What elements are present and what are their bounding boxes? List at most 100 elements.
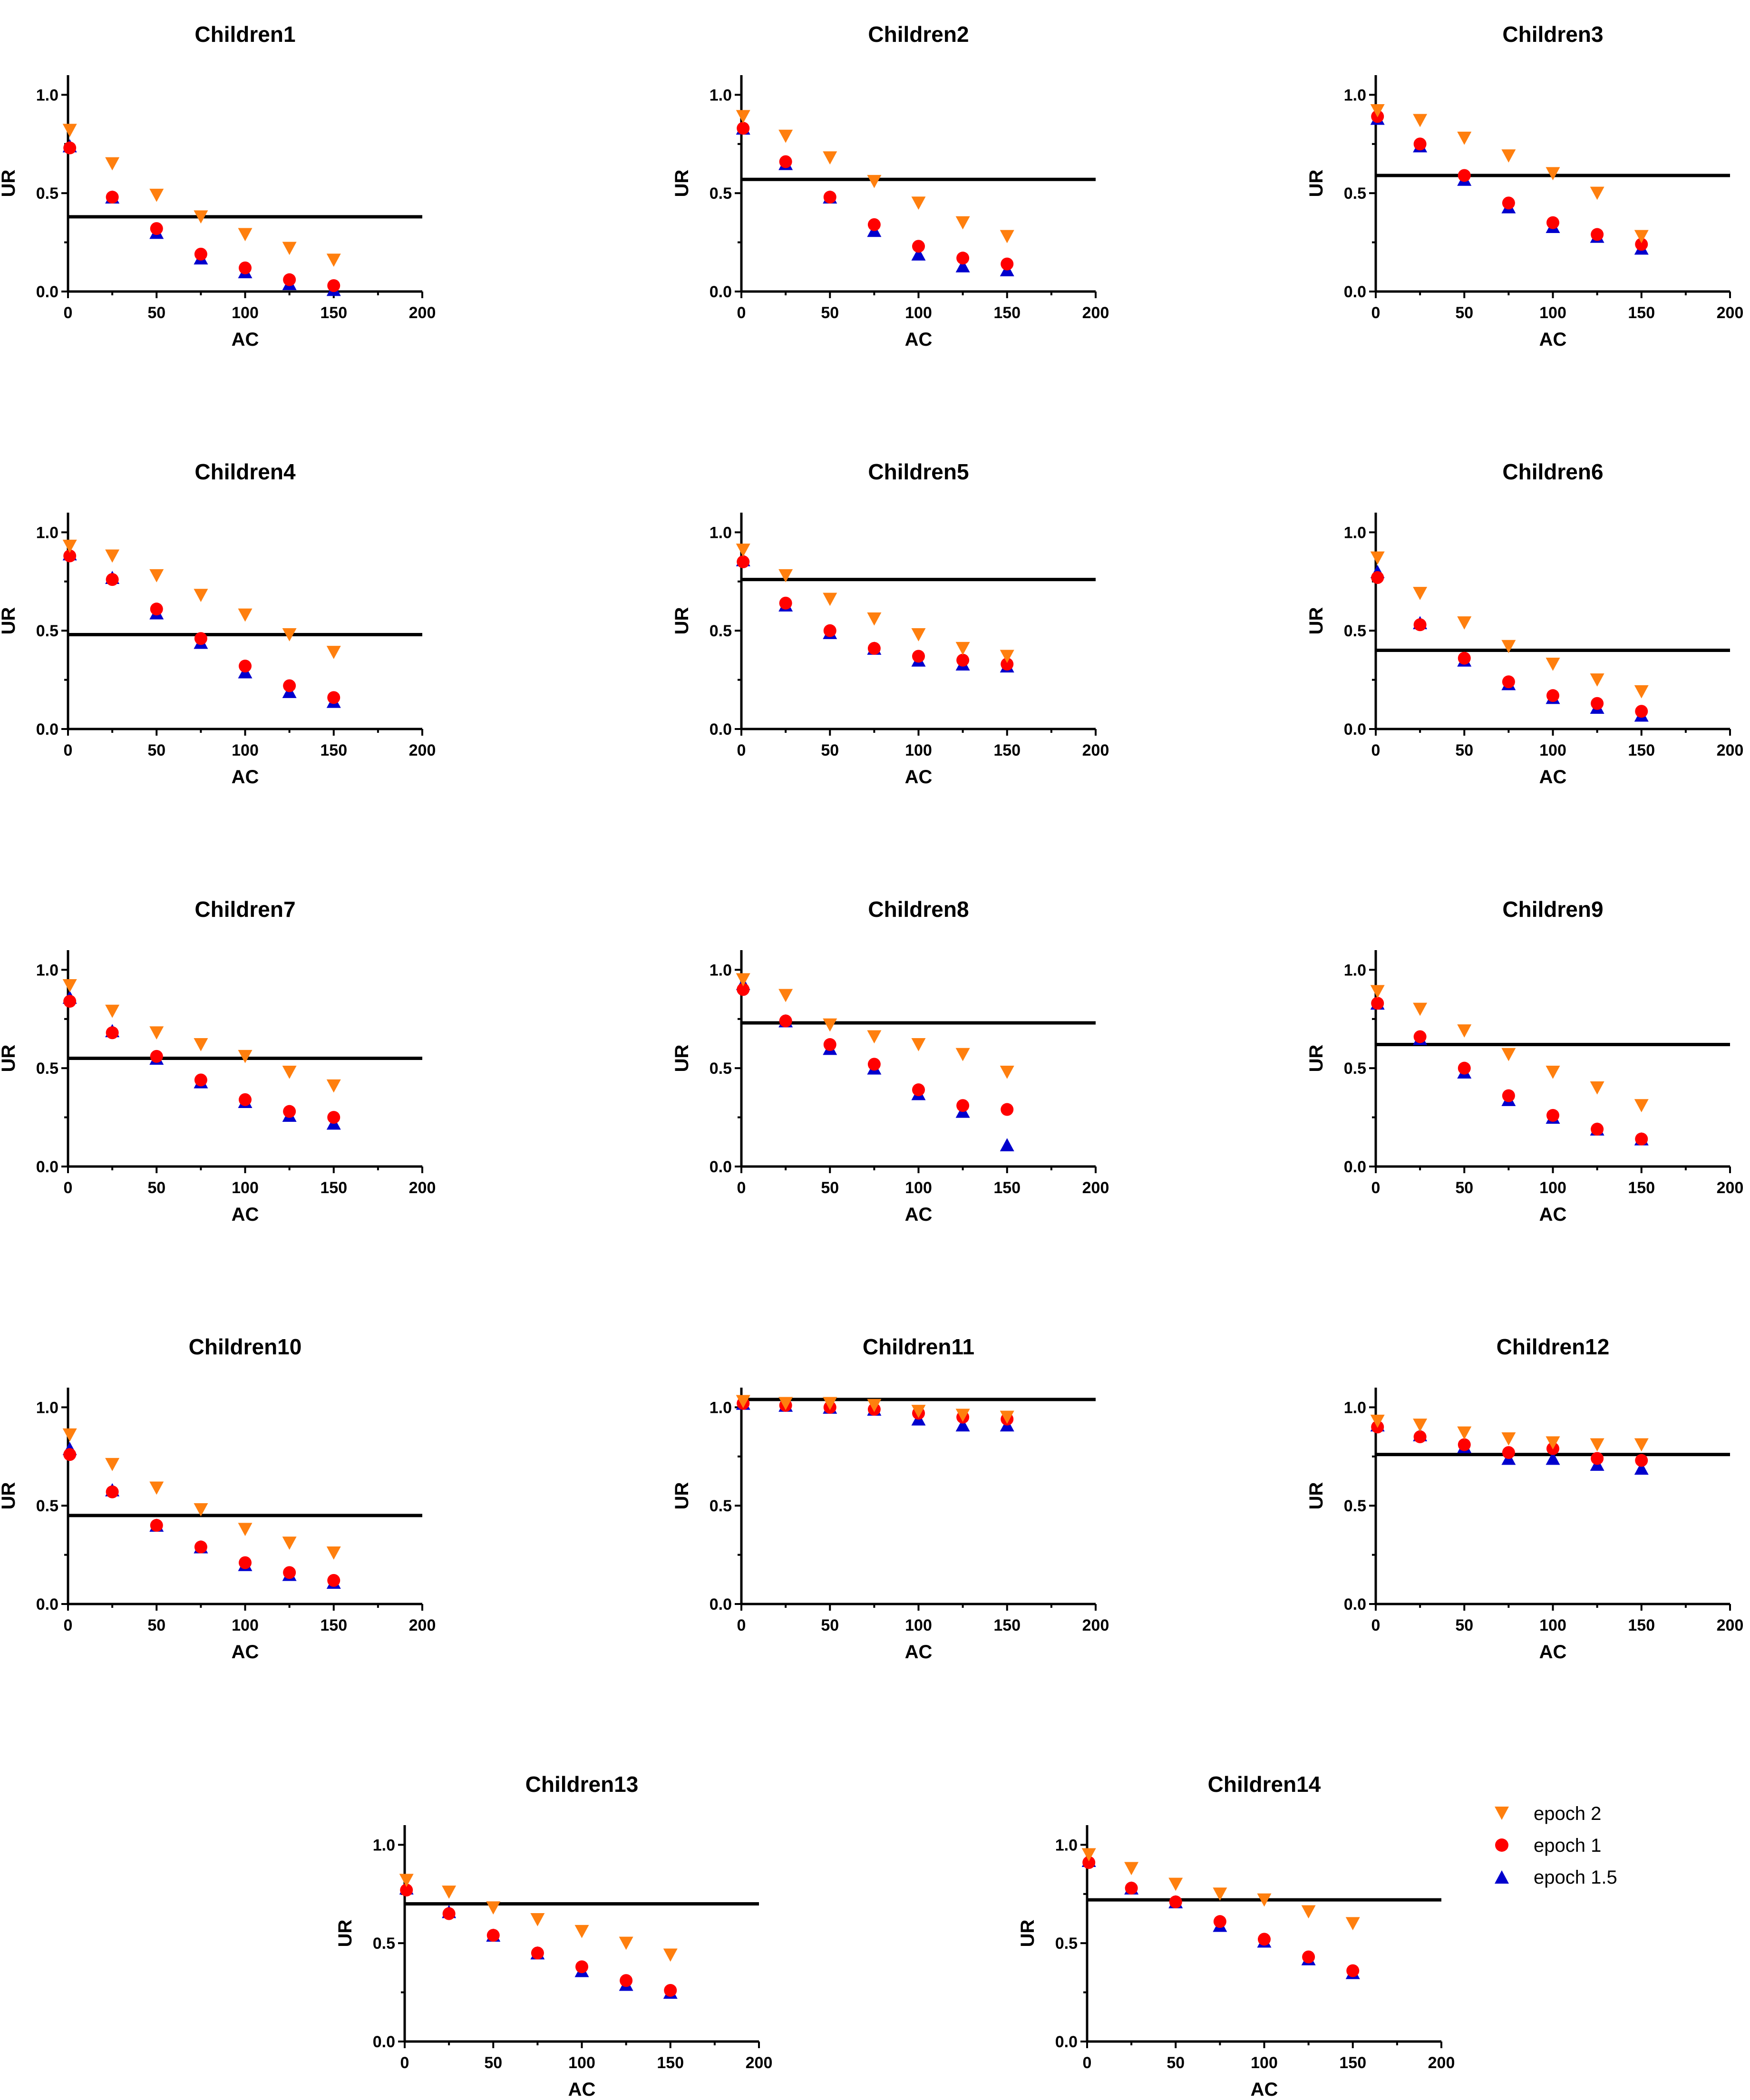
data-point-epoch-2 <box>105 1004 120 1018</box>
data-point-epoch-2 <box>326 646 341 659</box>
y-tick-label: 0.5 <box>36 622 58 640</box>
chart-panel-5: Children5 0.0 0.5 1.0 0 50 100 150 200 AC UR <box>671 459 1109 788</box>
data-point-epoch-1 <box>912 650 925 663</box>
data-point-epoch-1 <box>1635 238 1648 251</box>
x-tick-label: 0 <box>1371 1616 1381 1634</box>
x-tick-label: 150 <box>993 1616 1021 1634</box>
y-tick-label: 1.0 <box>710 524 732 542</box>
x-tick-label: 100 <box>232 741 259 759</box>
x-axis-label: AC <box>232 767 259 788</box>
series-epoch-1-5 <box>1370 111 1649 255</box>
data-point-epoch-1 <box>239 660 252 673</box>
x-tick-label: 200 <box>1082 741 1109 759</box>
chart-title: Children4 <box>194 459 296 484</box>
x-tick-label: 0 <box>737 304 746 322</box>
x-tick-label: 200 <box>409 304 436 322</box>
data-point-epoch-1 <box>1413 618 1427 632</box>
data-point-epoch-2 <box>1501 149 1516 163</box>
y-tick-label: 0.5 <box>710 1497 732 1515</box>
x-tick-label: 0 <box>1371 304 1381 322</box>
x-axis-label: AC <box>1539 1642 1567 1662</box>
data-point-epoch-2 <box>1457 131 1472 145</box>
data-point-epoch-2 <box>326 253 341 267</box>
x-tick-label: 200 <box>1082 1616 1109 1634</box>
data-point-epoch-2 <box>282 1065 297 1079</box>
x-tick-label: 100 <box>1539 741 1566 759</box>
y-tick-label: 1.0 <box>36 86 58 104</box>
data-point-epoch-2 <box>194 589 208 602</box>
y-tick-label: 0.0 <box>710 720 732 739</box>
data-point-epoch-2 <box>1590 1081 1604 1095</box>
data-point-epoch-1 <box>1458 651 1471 665</box>
data-point-epoch-1 <box>1591 228 1604 241</box>
x-tick-label: 50 <box>147 1616 165 1634</box>
x-axis-label: AC <box>905 767 933 788</box>
x-tick-label: 50 <box>484 2054 502 2072</box>
x-tick-label: 100 <box>1539 1616 1566 1634</box>
x-tick-label: 200 <box>1082 1179 1109 1197</box>
series-epoch-1-5 <box>62 991 341 1130</box>
x-tick-label: 100 <box>232 304 259 322</box>
data-point-epoch-1 <box>106 190 119 204</box>
data-point-epoch-1-5 <box>955 1418 970 1432</box>
data-point-epoch-2 <box>1501 1432 1516 1446</box>
data-point-epoch-1 <box>956 1099 970 1112</box>
series-epoch-1 <box>1371 110 1648 251</box>
data-point-epoch-1 <box>823 190 836 204</box>
y-tick-label: 0.0 <box>36 283 58 301</box>
y-tick-label: 0.0 <box>1344 720 1366 739</box>
series-epoch-1 <box>737 983 1014 1116</box>
x-axis-label: AC <box>232 1642 259 1662</box>
x-tick-label: 50 <box>821 304 839 322</box>
y-tick-label: 0.0 <box>36 720 58 739</box>
y-tick-label: 0.0 <box>373 2033 395 2051</box>
series-epoch-2 <box>1370 985 1649 1113</box>
data-point-epoch-2 <box>1634 230 1649 243</box>
series-epoch-1 <box>63 141 340 292</box>
data-point-epoch-2 <box>867 175 882 188</box>
data-point-epoch-2 <box>955 216 970 230</box>
legend-marker-epoch-2 <box>1495 1807 1509 1820</box>
y-tick-label: 1.0 <box>373 1836 395 1854</box>
y-tick-label: 0.0 <box>710 283 732 301</box>
series-epoch-1 <box>63 1448 340 1587</box>
data-point-epoch-2 <box>911 1038 926 1051</box>
data-point-epoch-1 <box>1591 697 1604 710</box>
data-point-epoch-1 <box>1001 1103 1014 1116</box>
data-point-epoch-2 <box>1634 1099 1649 1113</box>
data-point-epoch-1 <box>63 141 77 155</box>
data-point-epoch-2 <box>955 1409 970 1422</box>
x-axis-label: AC <box>232 1204 259 1225</box>
data-point-epoch-2 <box>326 1546 341 1560</box>
data-point-epoch-2 <box>1413 1002 1428 1016</box>
x-tick-label: 0 <box>737 1616 746 1634</box>
data-point-epoch-1 <box>737 122 750 135</box>
y-tick-label: 0.0 <box>1055 2033 1078 2051</box>
series-epoch-2 <box>1081 1848 1360 1931</box>
data-point-epoch-1 <box>912 1083 925 1097</box>
data-point-epoch-2 <box>486 1901 501 1915</box>
data-point-epoch-2 <box>778 989 793 1002</box>
series-epoch-2 <box>1370 1414 1649 1452</box>
data-point-epoch-2 <box>1457 616 1472 630</box>
y-tick-label: 1.0 <box>1344 961 1366 979</box>
y-axis-label: UR <box>0 1045 19 1072</box>
series-epoch-1 <box>1082 1856 1360 1977</box>
chart-title: Children2 <box>868 22 969 47</box>
data-point-epoch-1 <box>1591 1452 1604 1465</box>
chart-title: Children1 <box>194 22 295 47</box>
data-point-epoch-1-5 <box>1634 1461 1649 1475</box>
data-point-epoch-2 <box>194 210 208 224</box>
data-point-epoch-2 <box>1000 650 1014 663</box>
x-tick-label: 0 <box>64 304 73 322</box>
x-axis-label: AC <box>1251 2079 1278 2100</box>
y-tick-label: 0.5 <box>1344 1497 1366 1515</box>
data-point-epoch-2 <box>1168 1877 1183 1891</box>
data-point-epoch-1 <box>1458 1438 1471 1451</box>
data-point-epoch-2 <box>238 228 253 242</box>
data-point-epoch-1 <box>1458 169 1471 182</box>
legend-item-epoch-1-5: epoch 1.5 <box>1495 1867 1617 1888</box>
chart-title: Children8 <box>868 897 969 922</box>
data-point-epoch-1-5 <box>955 259 970 272</box>
chart-title: Children10 <box>189 1334 302 1359</box>
